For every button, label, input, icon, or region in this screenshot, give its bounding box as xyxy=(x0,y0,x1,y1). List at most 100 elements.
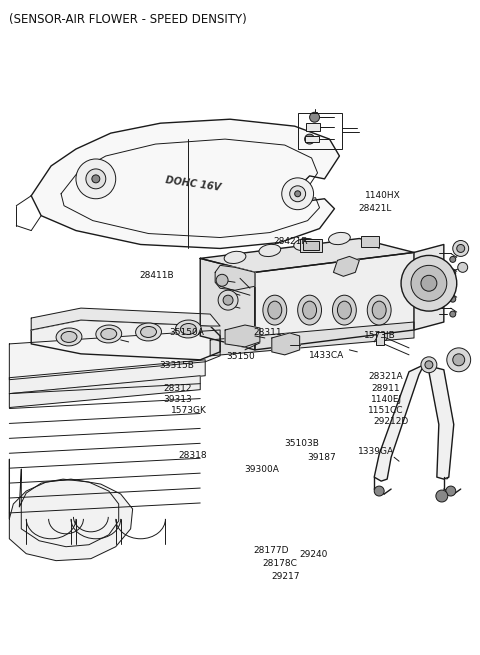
Ellipse shape xyxy=(337,301,351,319)
Ellipse shape xyxy=(101,329,117,339)
Text: 28421R: 28421R xyxy=(274,237,308,246)
Polygon shape xyxy=(200,259,255,350)
Polygon shape xyxy=(31,119,339,248)
Bar xyxy=(361,236,379,248)
Text: 1433CA: 1433CA xyxy=(309,351,345,360)
Ellipse shape xyxy=(56,328,82,346)
Text: (SENSOR-AIR FLOWER - SPEED DENSITY): (SENSOR-AIR FLOWER - SPEED DENSITY) xyxy=(9,13,247,26)
Polygon shape xyxy=(334,256,360,276)
Text: 1573GK: 1573GK xyxy=(171,405,207,415)
Ellipse shape xyxy=(372,301,386,319)
Circle shape xyxy=(447,348,471,372)
Text: 35103B: 35103B xyxy=(284,439,319,448)
Text: 39300A: 39300A xyxy=(245,465,280,474)
Polygon shape xyxy=(9,330,220,380)
Text: 39187: 39187 xyxy=(307,453,336,462)
Circle shape xyxy=(436,490,448,502)
Text: 28421L: 28421L xyxy=(359,204,392,214)
Ellipse shape xyxy=(333,295,356,325)
Ellipse shape xyxy=(180,324,196,335)
Circle shape xyxy=(218,290,238,310)
Ellipse shape xyxy=(294,238,315,251)
Circle shape xyxy=(450,296,456,302)
Ellipse shape xyxy=(96,325,122,343)
Circle shape xyxy=(92,175,100,183)
Polygon shape xyxy=(255,252,414,350)
Text: 1573JB: 1573JB xyxy=(364,331,396,340)
Bar xyxy=(302,240,319,250)
Circle shape xyxy=(450,283,456,290)
Circle shape xyxy=(421,357,437,373)
Text: 28321A: 28321A xyxy=(369,373,404,381)
Text: 1140EJ: 1140EJ xyxy=(371,394,402,403)
Circle shape xyxy=(290,186,306,202)
Ellipse shape xyxy=(61,331,77,343)
Text: 39313: 39313 xyxy=(164,394,192,403)
Bar xyxy=(300,238,322,252)
Text: 29212D: 29212D xyxy=(373,417,409,426)
Text: 28911: 28911 xyxy=(371,384,400,392)
Ellipse shape xyxy=(141,326,156,337)
Circle shape xyxy=(425,361,433,369)
Text: 28177D: 28177D xyxy=(253,546,289,555)
Circle shape xyxy=(450,256,456,263)
Text: 29217: 29217 xyxy=(271,572,300,581)
Circle shape xyxy=(450,271,456,276)
Circle shape xyxy=(223,295,233,305)
Circle shape xyxy=(453,354,465,365)
Circle shape xyxy=(411,265,447,301)
Text: 28311: 28311 xyxy=(253,328,281,337)
Polygon shape xyxy=(9,360,205,394)
Polygon shape xyxy=(210,322,414,356)
Polygon shape xyxy=(9,459,132,561)
Circle shape xyxy=(76,159,116,198)
Polygon shape xyxy=(215,265,255,290)
Text: 35150A: 35150A xyxy=(169,328,204,337)
Ellipse shape xyxy=(175,320,201,338)
Polygon shape xyxy=(9,376,200,407)
Text: 28318: 28318 xyxy=(178,451,206,460)
Bar xyxy=(306,123,320,131)
Text: 35150: 35150 xyxy=(227,352,255,362)
Ellipse shape xyxy=(367,295,391,325)
Polygon shape xyxy=(272,333,300,355)
Text: 28312: 28312 xyxy=(164,384,192,392)
Text: 1151CC: 1151CC xyxy=(368,405,403,415)
Bar xyxy=(298,113,342,149)
Ellipse shape xyxy=(259,244,281,257)
Ellipse shape xyxy=(328,233,350,244)
Text: 1339GA: 1339GA xyxy=(359,447,395,456)
Text: 29240: 29240 xyxy=(300,550,328,559)
Ellipse shape xyxy=(268,301,282,319)
Circle shape xyxy=(282,178,313,210)
Ellipse shape xyxy=(136,323,161,341)
Bar xyxy=(305,136,319,142)
Circle shape xyxy=(446,486,456,496)
Polygon shape xyxy=(374,365,424,481)
Circle shape xyxy=(374,486,384,496)
Text: DOHC 16V: DOHC 16V xyxy=(165,175,222,193)
Ellipse shape xyxy=(224,252,246,263)
Polygon shape xyxy=(225,325,260,347)
Polygon shape xyxy=(424,365,454,479)
Ellipse shape xyxy=(263,295,287,325)
Bar xyxy=(376,332,384,345)
Circle shape xyxy=(401,255,457,311)
Ellipse shape xyxy=(298,295,322,325)
Polygon shape xyxy=(200,238,414,272)
Text: 33315B: 33315B xyxy=(159,362,194,371)
Circle shape xyxy=(86,169,106,189)
Circle shape xyxy=(453,240,468,256)
Text: 28178C: 28178C xyxy=(262,559,297,568)
Ellipse shape xyxy=(302,301,316,319)
Polygon shape xyxy=(31,308,220,330)
Polygon shape xyxy=(31,320,220,360)
Circle shape xyxy=(458,263,468,272)
Text: 28411B: 28411B xyxy=(140,271,174,280)
Polygon shape xyxy=(414,244,444,330)
Circle shape xyxy=(295,191,300,196)
Circle shape xyxy=(450,311,456,317)
Text: 1140HX: 1140HX xyxy=(365,191,401,200)
Circle shape xyxy=(421,275,437,291)
Circle shape xyxy=(305,134,314,144)
